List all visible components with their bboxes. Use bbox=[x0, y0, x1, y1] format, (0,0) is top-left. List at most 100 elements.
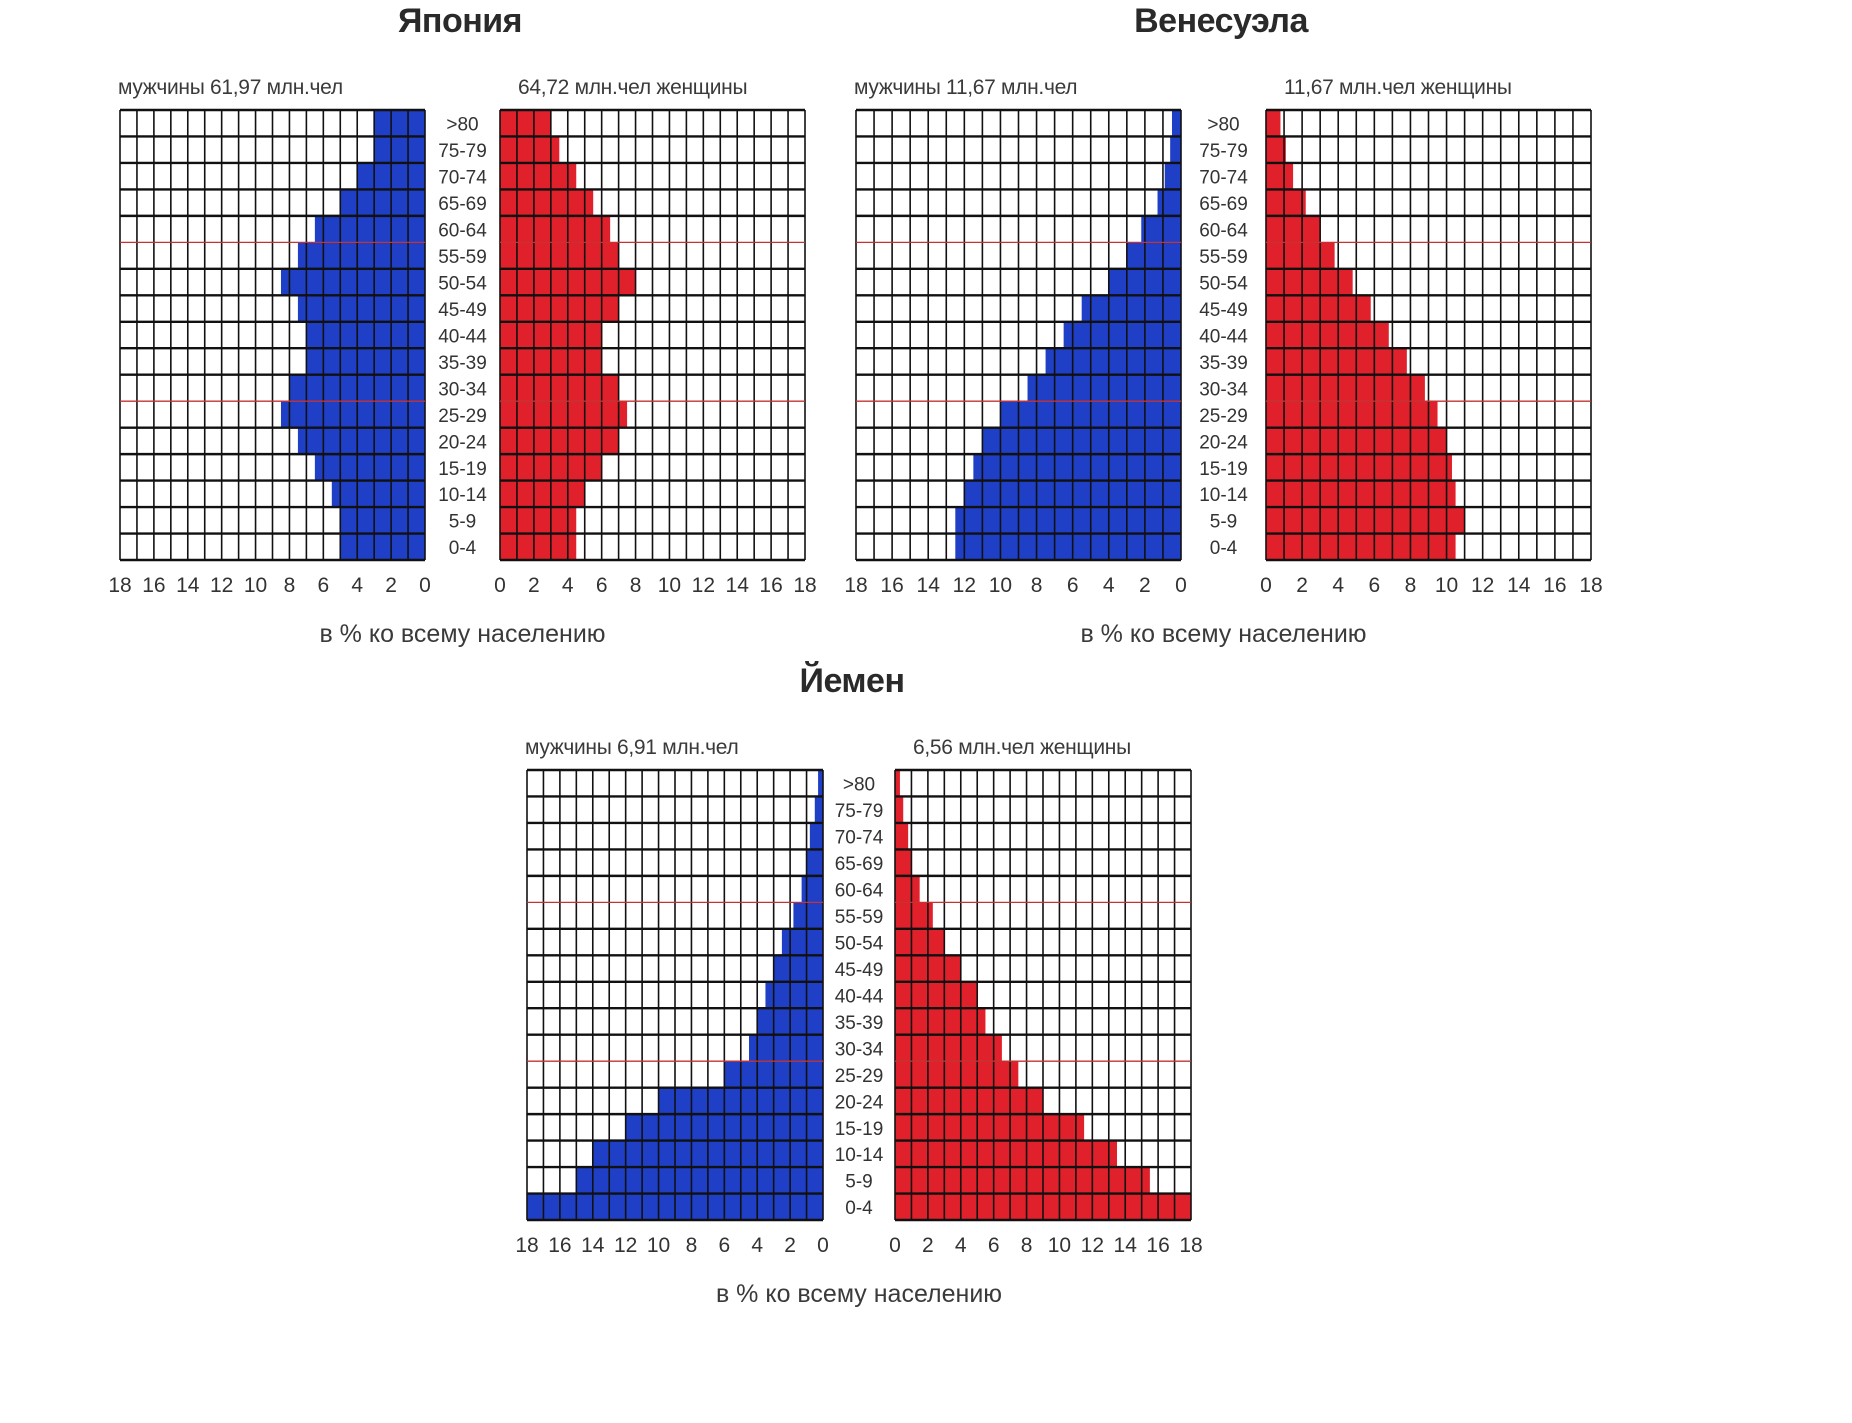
female-bar-15-19 bbox=[895, 1114, 1085, 1141]
female-bar-10-14 bbox=[895, 1140, 1117, 1168]
female-bar-30-34 bbox=[500, 374, 619, 402]
female-tick-label: 0 bbox=[494, 574, 506, 597]
female-bar-55-59 bbox=[500, 242, 619, 269]
age-group-label: 20-24 bbox=[1199, 432, 1248, 453]
age-group-label: 5-9 bbox=[845, 1172, 872, 1193]
male-bar-35-39 bbox=[1045, 348, 1181, 375]
male-total-label: мужчины 11,67 млн.чел bbox=[854, 76, 1078, 99]
female-bar-20-24 bbox=[500, 427, 619, 455]
male-bar-60-64 bbox=[1141, 215, 1181, 243]
female-tick-label: 12 bbox=[1081, 1234, 1104, 1257]
age-group-label: 10-14 bbox=[438, 485, 487, 506]
female-bar-35-39 bbox=[895, 1008, 986, 1035]
age-group-label: 0-4 bbox=[449, 538, 477, 559]
female-tick-label: 4 bbox=[955, 1234, 967, 1257]
male-tick-label: 2 bbox=[1139, 574, 1151, 597]
female-tick-label: 6 bbox=[1368, 574, 1380, 597]
x-axis-label: в % ко всему населению bbox=[1080, 620, 1367, 648]
male-bar-70-74 bbox=[809, 822, 823, 850]
female-bar-70-74 bbox=[1266, 162, 1294, 190]
female-total-label: 64,72 млн.чел женщины bbox=[518, 76, 748, 99]
male-side: 18 16 14 12 10 8 6 4 2 0 bbox=[108, 108, 431, 597]
female-bar-75-79 bbox=[895, 796, 904, 823]
male-bar-0-4 bbox=[955, 533, 1181, 560]
female-bar-5-9 bbox=[895, 1167, 1150, 1194]
age-group-label: 20-24 bbox=[835, 1092, 884, 1113]
age-group-label: 5-9 bbox=[449, 512, 476, 533]
male-bar->80 bbox=[374, 110, 425, 137]
female-bar-65-69 bbox=[500, 189, 594, 216]
female-side: 0 2 4 6 8 10 12 14 16 18 bbox=[889, 768, 1203, 1257]
male-bar-20-24 bbox=[297, 427, 425, 455]
male-tick-label: 2 bbox=[385, 574, 397, 597]
age-group-label: 15-19 bbox=[835, 1119, 884, 1140]
male-tick-label: 16 bbox=[142, 574, 165, 597]
female-bar-75-79 bbox=[1266, 136, 1286, 163]
age-group-label: 30-34 bbox=[438, 379, 487, 400]
male-bar-0-4 bbox=[340, 533, 425, 560]
age-group-label: 65-69 bbox=[1199, 194, 1248, 215]
male-bar-65-69 bbox=[1157, 189, 1181, 216]
female-tick-label: 14 bbox=[1507, 574, 1531, 597]
female-tick-label: 2 bbox=[1296, 574, 1308, 597]
male-tick-label: 0 bbox=[1175, 574, 1187, 597]
male-bar-30-34 bbox=[1027, 374, 1181, 402]
age-group-label: 70-74 bbox=[835, 828, 884, 849]
pyramid-svg: 18 16 14 12 10 8 6 4 2 0 0 2 4 6 8 10 12 14 16 18 >80 75-79 70… bbox=[844, 108, 1603, 597]
age-group-label: 30-34 bbox=[835, 1039, 884, 1060]
male-bar-5-9 bbox=[576, 1167, 823, 1194]
female-tick-label: 18 bbox=[1579, 574, 1602, 597]
female-bar-30-34 bbox=[1266, 374, 1425, 402]
age-group-label: 45-49 bbox=[835, 960, 884, 981]
male-side: 18 16 14 12 10 8 6 4 2 0 bbox=[844, 108, 1187, 597]
male-tick-label: 2 bbox=[784, 1234, 796, 1257]
female-tick-label: 2 bbox=[528, 574, 540, 597]
age-group-label: 15-19 bbox=[1199, 459, 1248, 480]
male-bar-60-64 bbox=[314, 215, 425, 243]
age-group-label: 70-74 bbox=[1199, 168, 1248, 189]
age-group-label: 50-54 bbox=[1199, 273, 1248, 294]
age-group-label: 25-29 bbox=[835, 1066, 884, 1087]
female-tick-label: 4 bbox=[1332, 574, 1344, 597]
age-group-label: 60-64 bbox=[1199, 221, 1248, 242]
male-tick-label: 10 bbox=[244, 574, 267, 597]
female-bar-0-4 bbox=[1266, 533, 1456, 560]
male-bar-55-59 bbox=[1126, 242, 1181, 269]
male-tick-label: 4 bbox=[751, 1234, 763, 1257]
age-group-label: 50-54 bbox=[438, 273, 487, 294]
female-tick-label: 16 bbox=[1543, 574, 1566, 597]
male-side: 18 16 14 12 10 8 6 4 2 0 bbox=[515, 768, 829, 1257]
male-bar->80 bbox=[818, 770, 823, 797]
female-bar-55-59 bbox=[895, 902, 933, 929]
age-group-label: 60-64 bbox=[438, 221, 487, 242]
male-tick-label: 12 bbox=[614, 1234, 637, 1257]
age-group-label: 45-49 bbox=[1199, 300, 1248, 321]
age-group-label: 70-74 bbox=[438, 168, 487, 189]
male-tick-label: 8 bbox=[1031, 574, 1043, 597]
female-bar-10-14 bbox=[500, 480, 585, 508]
female-side: 0 2 4 6 8 10 12 14 16 18 bbox=[1260, 108, 1603, 597]
male-tick-label: 18 bbox=[108, 574, 131, 597]
male-bar-40-44 bbox=[306, 321, 425, 349]
female-bar-65-69 bbox=[1266, 189, 1306, 216]
male-tick-label: 14 bbox=[176, 574, 200, 597]
age-group-label: 40-44 bbox=[835, 986, 884, 1007]
male-tick-label: 16 bbox=[880, 574, 903, 597]
female-tick-label: 18 bbox=[1179, 1234, 1202, 1257]
male-tick-label: 10 bbox=[647, 1234, 670, 1257]
female-bar-70-74 bbox=[500, 162, 577, 190]
male-tick-label: 4 bbox=[351, 574, 363, 597]
x-axis-label: в % ко всему населению bbox=[715, 1280, 1003, 1308]
female-bar->80 bbox=[500, 110, 551, 137]
female-bar-75-79 bbox=[500, 136, 560, 163]
female-bar-60-64 bbox=[895, 875, 920, 903]
female-bar-5-9 bbox=[1266, 507, 1465, 534]
female-tick-label: 16 bbox=[1146, 1234, 1169, 1257]
male-tick-label: 6 bbox=[1067, 574, 1079, 597]
pyramid-japan: Япония мужчины 61,97 млн.чел 64,72 млн.чел… bbox=[108, 0, 816, 650]
age-group-label: 0-4 bbox=[845, 1198, 873, 1219]
female-bar-25-29 bbox=[500, 401, 628, 428]
female-bar-50-54 bbox=[1266, 268, 1353, 296]
female-bar-65-69 bbox=[895, 849, 912, 876]
female-tick-label: 18 bbox=[793, 574, 816, 597]
